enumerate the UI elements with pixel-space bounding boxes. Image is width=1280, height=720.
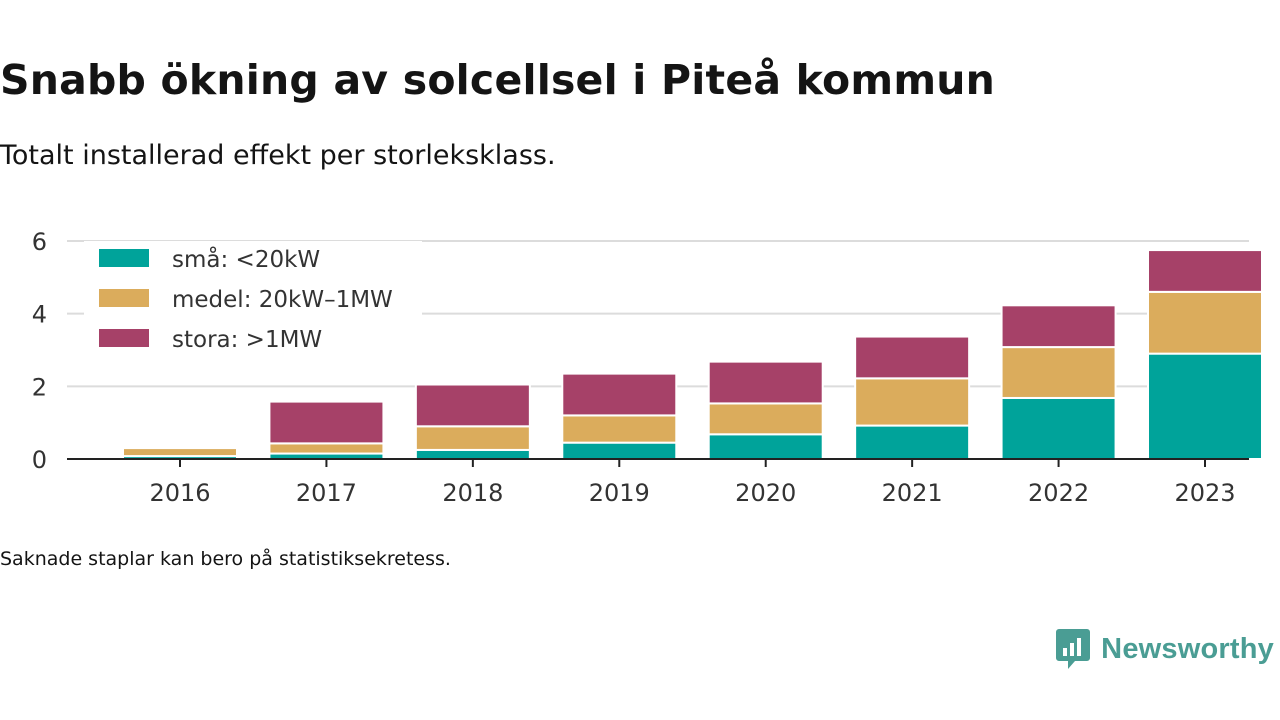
legend-label: medel: 20kW–1MW [172,287,393,313]
brand-logo: Newsworthy [1055,628,1274,670]
bar-segment [707,433,824,461]
legend-swatch [99,329,149,347]
y-tick-label: 0 [32,446,47,474]
bar-segment [1000,304,1117,349]
bar-segment [561,414,678,444]
bar-segment [561,441,678,460]
y-axis-ticks: 0 2 4 6 [32,228,47,474]
bar-segment [707,402,824,436]
bars [122,249,1263,461]
x-tick-label: 2021 [882,479,943,507]
bar-segment [1147,352,1263,460]
bar-segment [561,372,678,417]
brand-name: Newsworthy [1101,632,1274,665]
bar-segment [268,400,385,445]
legend-label: små: <20kW [172,245,320,273]
y-tick-label: 2 [32,373,47,401]
legend-label: stora: >1MW [172,327,322,353]
legend-swatch [99,289,149,307]
x-tick-label: 2022 [1028,479,1089,507]
x-tick-label: 2018 [442,479,503,507]
bar-segment [1000,396,1117,461]
bar-segment [414,425,531,451]
chart-title: Snabb ökning av solcellsel i Piteå kommu… [0,56,996,104]
x-axis-ticks: 2016 2017 2018 2019 2020 2021 2022 2023 [149,459,1236,507]
footnote: Saknade staplar kan bero på statistiksek… [0,548,451,570]
x-tick-label: 2023 [1174,479,1235,507]
newsworthy-logo-icon [1056,629,1091,669]
bar-segment [1147,249,1263,293]
bar-segment [854,377,971,427]
x-tick-label: 2017 [296,479,357,507]
bar-segment [854,335,971,380]
y-tick-label: 4 [32,301,47,329]
chart-subtitle: Totalt installerad effekt per storlekskl… [0,140,556,171]
x-tick-label: 2016 [149,479,210,507]
bar-segment [854,424,971,460]
bar-segment [1000,346,1117,399]
x-tick-label: 2019 [589,479,650,507]
y-tick-label: 6 [32,228,47,256]
bar-segment [414,448,531,461]
legend: små: <20kW medel: 20kW–1MW stora: >1MW [84,241,422,363]
x-tick-label: 2020 [735,479,796,507]
bar-segment [268,442,385,455]
bar-segment [1147,290,1263,355]
legend-swatch [99,249,149,267]
bar-segment [414,383,531,428]
bar-segment [122,447,238,458]
bar-segment [707,360,824,405]
stacked-bar-chart: 0 2 4 6 2016 2017 2018 2019 2020 2021 2022 2023 sm… [32,228,1263,507]
